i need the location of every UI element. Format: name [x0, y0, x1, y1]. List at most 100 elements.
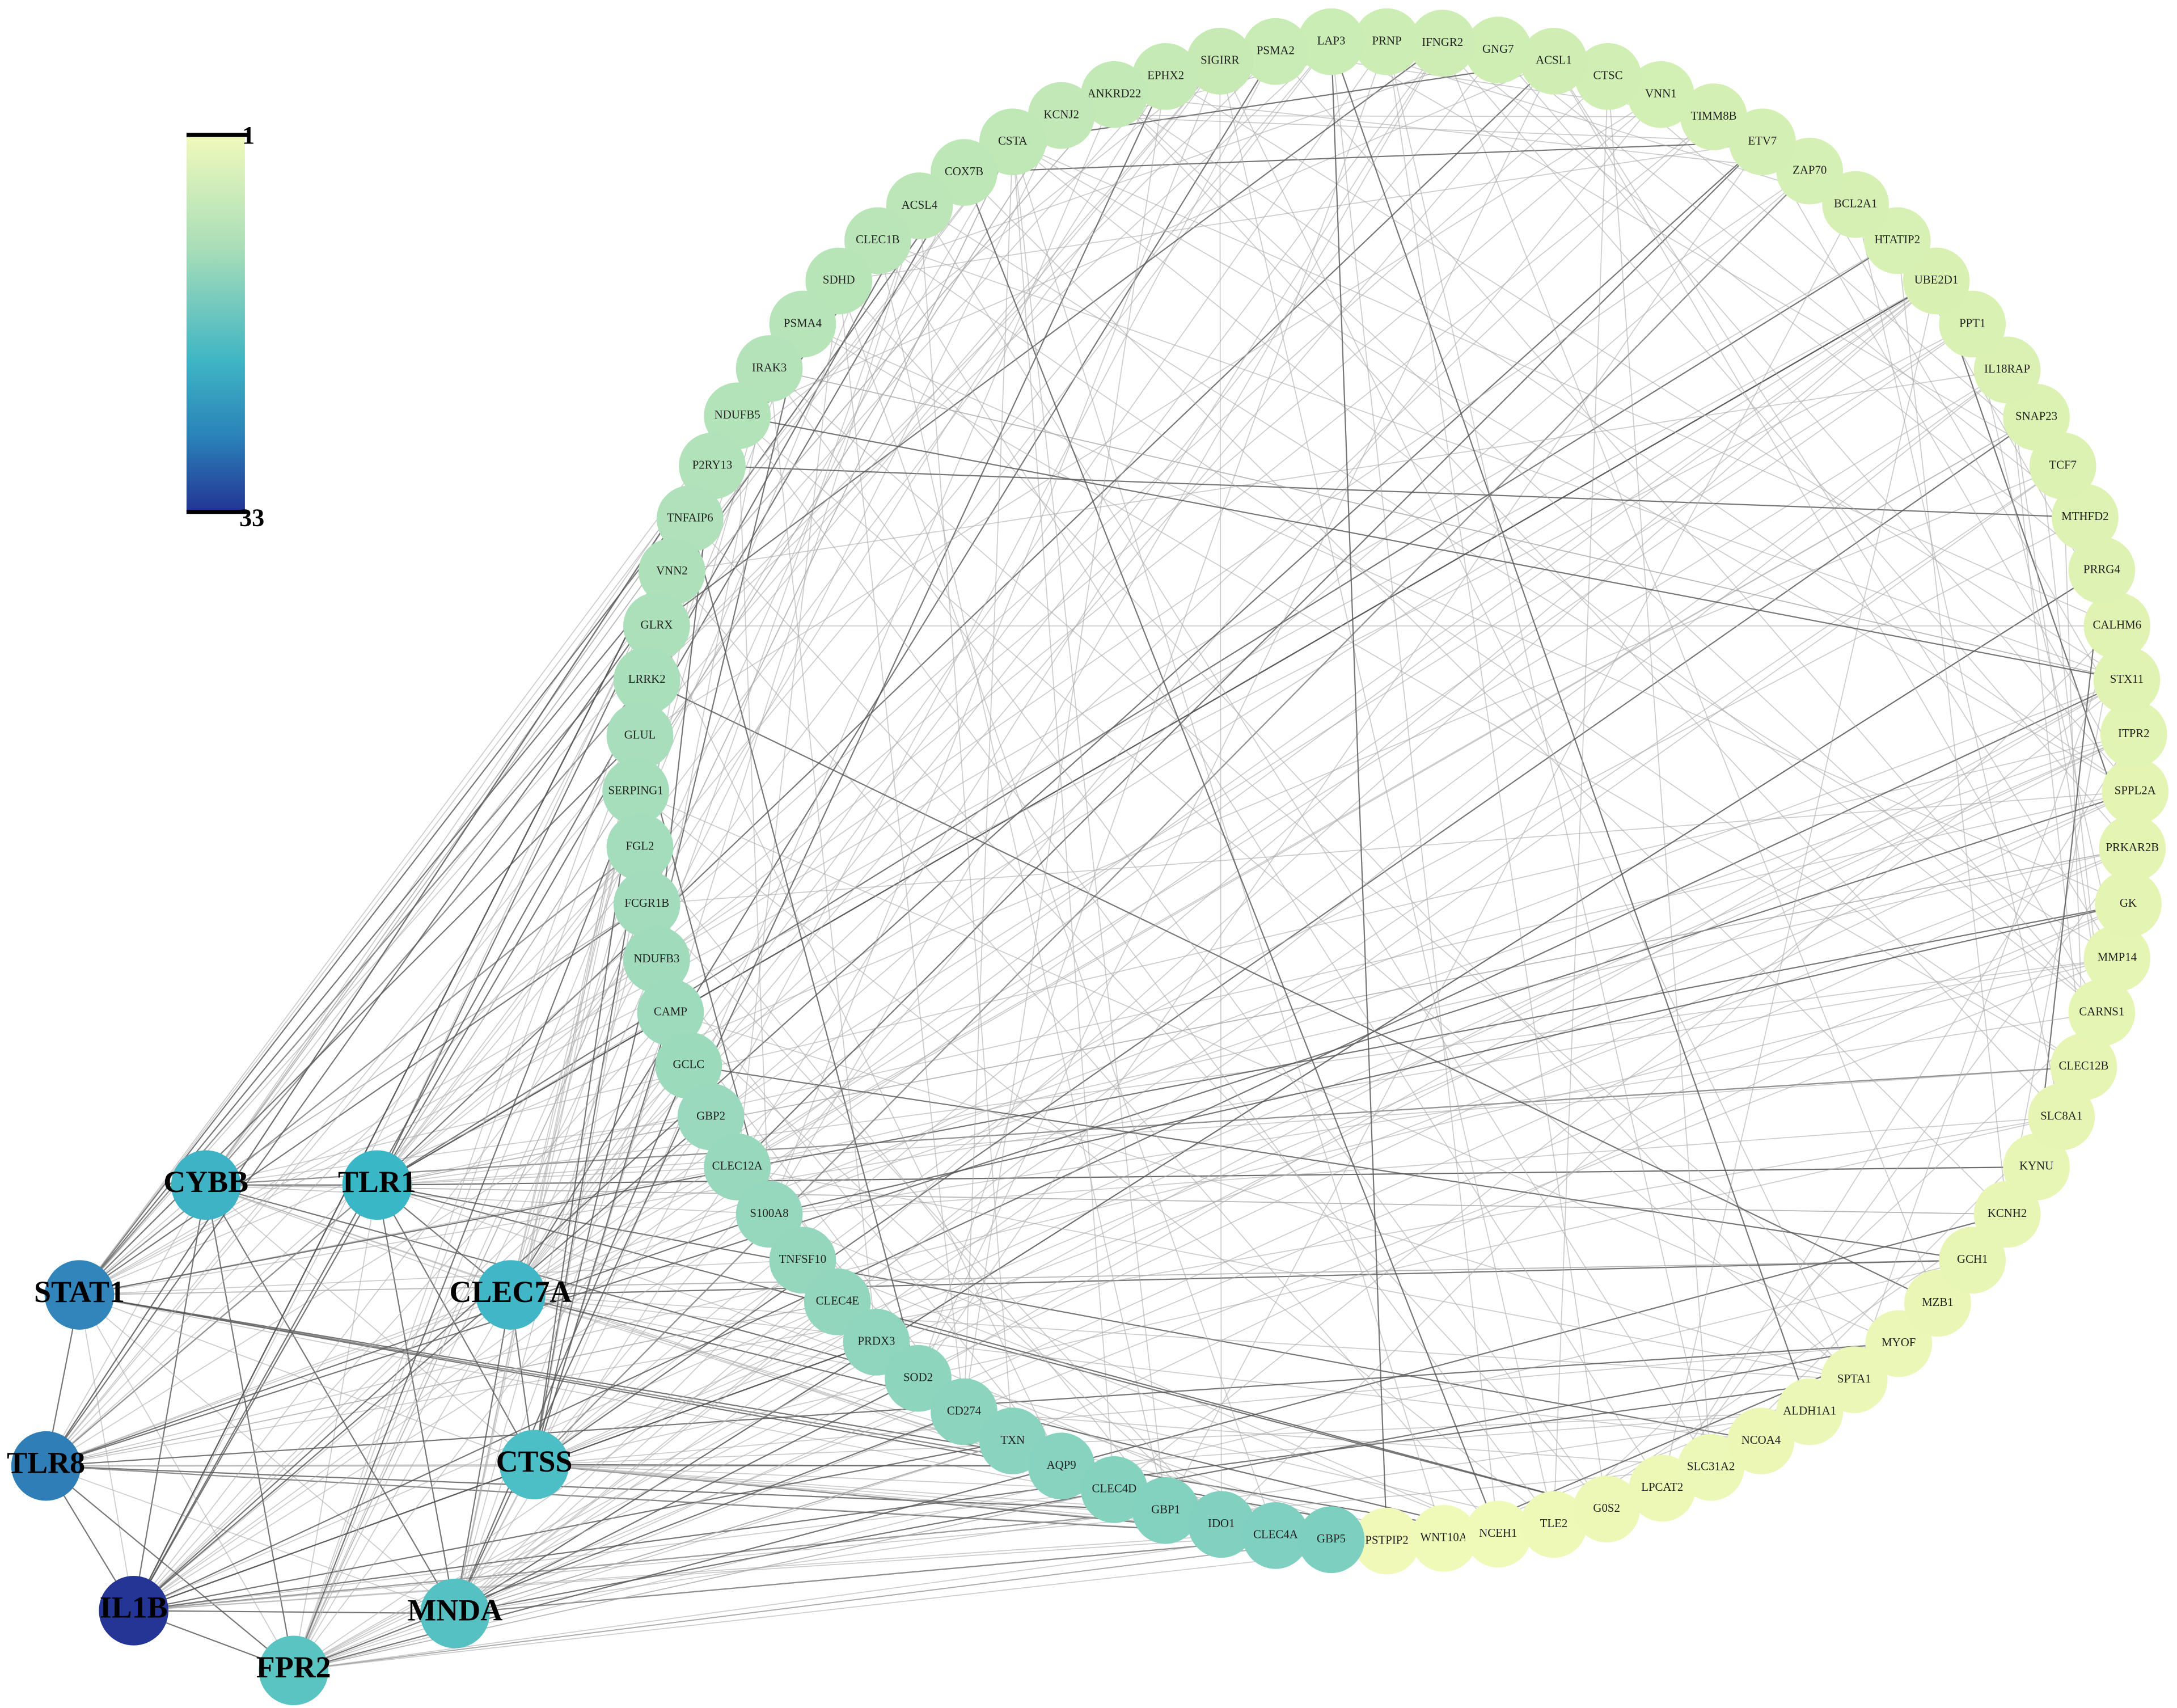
gene-node: [1727, 1407, 1795, 1474]
edge: [206, 1184, 770, 1215]
gene-label: KCNJ2: [1043, 107, 1079, 121]
gene-label: KYNU: [2019, 1159, 2053, 1173]
edge: [534, 1012, 671, 1465]
edge: [838, 49, 1499, 282]
gene-node: [637, 979, 704, 1046]
edge: [510, 1294, 1761, 1441]
gene-node: [2052, 484, 2119, 551]
edge: [918, 141, 1763, 1379]
edge: [1221, 625, 2117, 1525]
edge: [1809, 171, 2134, 735]
gene-label: TXN: [1000, 1433, 1025, 1447]
gene-label: GBP1: [1151, 1502, 1180, 1516]
edge: [45, 1214, 770, 1467]
edge: [45, 172, 965, 1466]
gene-node: [735, 335, 803, 402]
edge: [639, 61, 1220, 737]
edge: [45, 1465, 455, 1614]
gene-label: BCL2A1: [1834, 196, 1877, 210]
edge: [45, 415, 738, 1466]
edge: [1114, 94, 2136, 792]
edge: [656, 959, 1062, 1466]
gene-label: CAMP: [654, 1004, 687, 1018]
edge: [133, 1440, 1013, 1612]
edge: [454, 1259, 804, 1614]
gene-label: ACSL4: [902, 198, 938, 212]
gene-label: LAP3: [1317, 33, 1346, 47]
nodes: PSTPIP2 WNT10A NCEH1 TLE2 G0S2 LPCAT2 SLC31A2 N…: [7, 8, 2169, 1706]
edge: [2006, 370, 2085, 1067]
gene-node: [1132, 43, 1199, 110]
gene-label: STX11: [2110, 672, 2144, 686]
gene-label: KCNH2: [1988, 1206, 2027, 1220]
gene-label: GBP2: [696, 1109, 725, 1122]
hub-label: FPR2: [256, 1650, 331, 1684]
edge: [293, 240, 878, 1671]
edge: [205, 679, 648, 1186]
gene-node: [2083, 592, 2151, 659]
edge: [1219, 61, 1855, 1380]
edge: [1498, 49, 2086, 518]
edge: [534, 1411, 1810, 1465]
edge: [133, 1012, 671, 1611]
edge: [205, 415, 738, 1186]
gene-node: [2102, 758, 2169, 825]
edge: [640, 94, 1662, 737]
gene-node: [1132, 1477, 1199, 1544]
edge: [377, 115, 1062, 1186]
edge: [1972, 324, 2118, 959]
gene-node: [677, 1083, 745, 1151]
gene-label: CLEC1B: [856, 232, 900, 246]
edge: [293, 903, 2129, 1671]
gene-label: TNFAIP6: [667, 511, 713, 525]
gene-label: GCLC: [673, 1058, 705, 1071]
edge: [737, 415, 1554, 1525]
gene-label: ZAP70: [1793, 163, 1827, 176]
edge: [293, 465, 2064, 1671]
gene-label: ITPR2: [2118, 726, 2150, 740]
gene-node: [735, 1181, 803, 1248]
hub-label: MNDA: [407, 1593, 502, 1627]
edge: [656, 205, 920, 960]
edge: [1114, 679, 2128, 1490]
gene-label: CLEC4D: [1092, 1482, 1137, 1495]
edge: [205, 1185, 535, 1465]
hub-node: [420, 1578, 490, 1648]
edge: [534, 1116, 2062, 1465]
gene-label: CLEC4E: [816, 1294, 859, 1308]
gene-label: UBE2D1: [1914, 273, 1959, 286]
gene-label: MYOF: [1882, 1335, 1916, 1349]
edge: [1608, 76, 2064, 467]
edge: [1330, 41, 1811, 1412]
edge: [534, 734, 2134, 1465]
edge: [377, 280, 1937, 1186]
edge: [1662, 848, 2133, 1489]
edge: [534, 1464, 1062, 1467]
edge: [1012, 60, 1554, 143]
gene-node: [1353, 8, 1421, 75]
colorbar: 1 33: [186, 121, 264, 531]
edge: [293, 1539, 1331, 1671]
edge: [377, 1166, 738, 1186]
edge: [1331, 41, 1856, 205]
gene-node: [656, 485, 724, 552]
gene-label: WNT10A: [1421, 1531, 1468, 1544]
edge: [293, 791, 637, 1671]
edge: [656, 170, 1810, 961]
gene-node: [1186, 28, 1254, 95]
gene-node: [2028, 1083, 2095, 1151]
edge: [963, 142, 1013, 1412]
edge: [711, 323, 1973, 1118]
edge: [838, 281, 1276, 1536]
hub-node: [99, 1575, 168, 1646]
edge: [79, 903, 648, 1296]
gene-label: NCOA4: [1741, 1433, 1781, 1447]
edge: [377, 41, 1332, 1186]
hub-label: TLR1: [338, 1165, 416, 1199]
gene-label: SPTA1: [1837, 1372, 1871, 1385]
gene-label: CSTA: [998, 134, 1028, 147]
gene-label: IRAK3: [752, 361, 787, 374]
edge: [1442, 43, 2102, 571]
gene-label: VNN1: [1645, 87, 1677, 100]
edge: [79, 903, 2129, 1296]
